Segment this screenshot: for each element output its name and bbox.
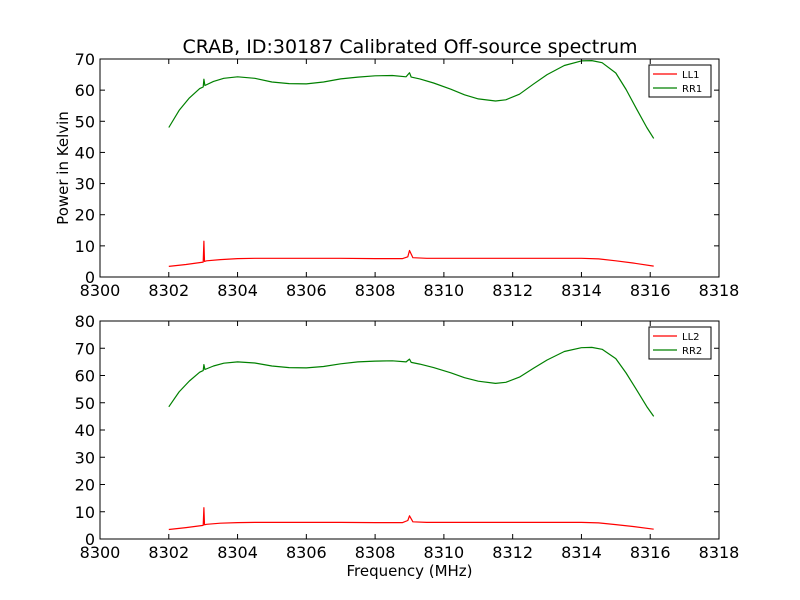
y-tick-label: 60 (75, 81, 95, 100)
series-line-rr1 (168, 59, 655, 139)
x-tick-label: 8316 (630, 543, 671, 562)
x-tick-label: 8308 (355, 543, 396, 562)
y-tick-label: 50 (75, 112, 95, 131)
x-tick-label: 8304 (217, 281, 258, 300)
top-panel: 8300 8302 8304 8306 8308 8310 8312 8314 8316 8318… (54, 50, 739, 300)
series-line-rr2 (168, 346, 655, 417)
x-tick-label: 8314 (561, 543, 602, 562)
x-tick-label: 8308 (355, 281, 396, 300)
y-tick-label: 0 (85, 268, 95, 287)
y-tick-label: 10 (75, 237, 95, 256)
y-tick-label: 20 (75, 476, 95, 495)
x-tick-label: 8318 (699, 543, 740, 562)
x-tick-label: 8316 (630, 281, 671, 300)
y-tick-label: 40 (75, 421, 95, 440)
x-tick-label: 8314 (561, 281, 602, 300)
x-axis-label: Frequency (MHz) (346, 562, 472, 580)
x-tick-label: 8310 (424, 281, 465, 300)
y-tick-label: 30 (75, 175, 95, 194)
x-tick-label: 8306 (286, 281, 327, 300)
chart-title: CRAB, ID:30187 Calibrated Off-source spe… (182, 36, 637, 58)
bottom-panel: 8300 8302 8304 8306 8308 8310 8312 8314 8316 8318… (75, 312, 740, 580)
x-tick-label: 8312 (492, 281, 533, 300)
y-tick-label: 10 (75, 503, 95, 522)
legend (648, 326, 712, 360)
legend (648, 64, 712, 98)
plot-frame (99, 58, 720, 278)
y-tick-label: 30 (75, 448, 95, 467)
y-tick-label: 70 (75, 50, 95, 69)
y-tick-label: 50 (75, 394, 95, 413)
y-tick-label: 70 (75, 339, 95, 358)
x-tick-label: 8300 (80, 281, 121, 300)
legend-label-rr2: RR2 (682, 346, 702, 357)
y-tick-label: 0 (85, 530, 95, 549)
x-tick-label: 8304 (217, 543, 258, 562)
legend-label-rr1: RR1 (682, 84, 702, 95)
legend-label-ll1: LL1 (682, 70, 700, 81)
x-tick-label: 8300 (80, 543, 121, 562)
x-tick-label: 8312 (492, 543, 533, 562)
y-tick-label: 60 (75, 367, 95, 386)
series-line-ll2 (168, 507, 654, 531)
y-tick-label: 40 (75, 143, 95, 162)
x-tick-label: 8310 (424, 543, 465, 562)
x-tick-label: 8302 (148, 543, 189, 562)
x-tick-label: 8302 (148, 281, 189, 300)
x-tick-label: 8306 (286, 543, 327, 562)
y-tick-label: 80 (75, 312, 95, 331)
series-line-ll1 (168, 240, 654, 267)
x-tick-label: 8318 (699, 281, 740, 300)
legend-label-ll2: LL2 (682, 332, 700, 343)
y-axis-label: Power in Kelvin (54, 111, 72, 225)
y-tick-label: 20 (75, 206, 95, 225)
